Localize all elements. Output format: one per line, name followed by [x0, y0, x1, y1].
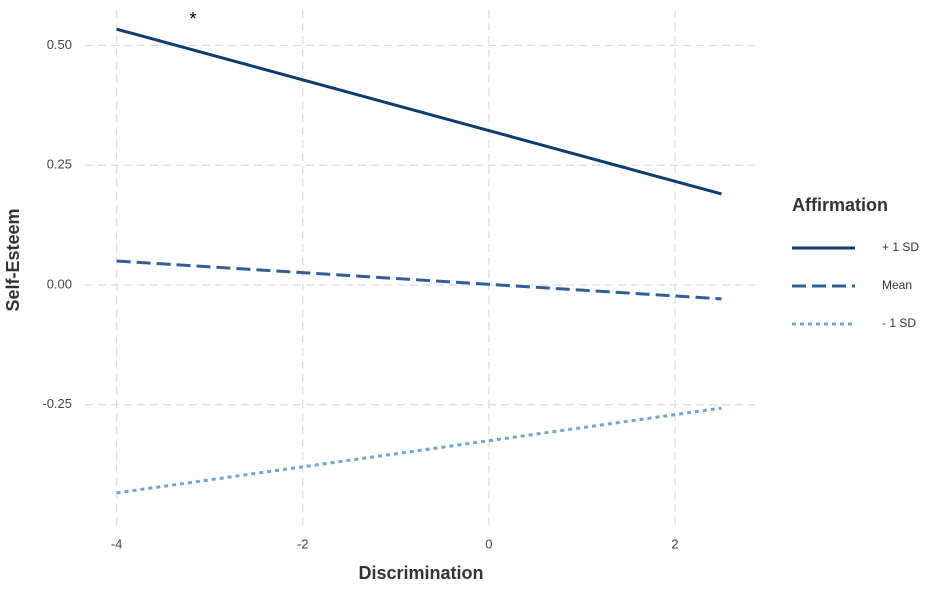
y-tick-label: 0.50 [47, 37, 72, 52]
x-tick-label: 2 [671, 536, 678, 551]
legend-label: Mean [882, 278, 912, 292]
series-line [116, 406, 722, 495]
legend-title: Affirmation [792, 195, 888, 215]
annotation: * [189, 9, 196, 29]
series-line [116, 259, 722, 301]
y-tick-label: 0.00 [47, 276, 72, 291]
x-axis-title: Discrimination [358, 563, 483, 583]
x-tick-label: 0 [485, 536, 492, 551]
y-tick-label: 0.25 [47, 157, 72, 172]
y-tick-label: -0.25 [42, 396, 72, 411]
x-tick-label: -2 [297, 536, 309, 551]
y-axis-title: Self-Esteem [3, 208, 23, 311]
legend-label: - 1 SD [882, 316, 916, 330]
series-line [116, 27, 722, 196]
x-tick-label: -4 [111, 536, 123, 551]
legend-label: + 1 SD [882, 240, 919, 254]
